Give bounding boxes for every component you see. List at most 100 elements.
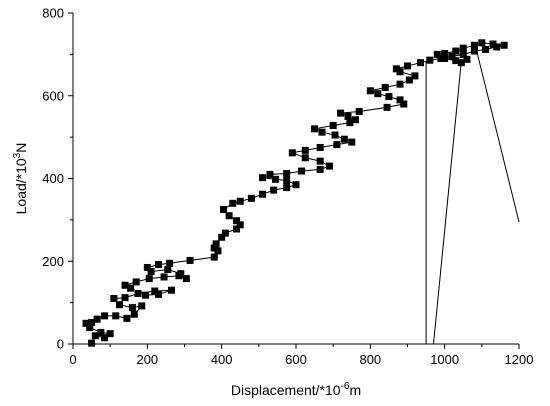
data-point — [437, 55, 445, 63]
data-point — [225, 212, 233, 220]
data-point — [452, 57, 460, 65]
data-point — [154, 261, 162, 269]
data-point — [134, 290, 142, 298]
data-point — [88, 339, 96, 347]
data-point — [186, 256, 194, 264]
data-point — [88, 318, 96, 326]
data-point — [220, 206, 228, 214]
data-point — [233, 225, 241, 233]
data-point — [383, 103, 391, 111]
data-point — [123, 314, 131, 322]
data-point — [470, 41, 478, 49]
data-point — [214, 247, 222, 255]
data-point — [143, 263, 151, 271]
data-point — [164, 266, 172, 274]
data-point — [351, 116, 359, 124]
data-point — [316, 143, 324, 151]
data-point — [115, 301, 123, 309]
data-point — [86, 323, 94, 331]
data-point — [130, 310, 138, 318]
data-point — [166, 259, 174, 267]
data-point — [167, 286, 175, 294]
data-point — [441, 55, 449, 63]
labels-layer: 0 200 400 600 800 1000 1200 0 200 400 600 800 Displa… — [12, 6, 533, 399]
data-point — [433, 50, 441, 58]
axes — [68, 12, 520, 349]
data-point — [91, 332, 99, 340]
data-point — [411, 72, 419, 80]
data-point — [210, 244, 218, 252]
data-point — [259, 190, 267, 198]
data-point — [298, 167, 306, 175]
data-point — [182, 275, 190, 283]
data-point — [138, 302, 146, 310]
x-tick-label: 1200 — [505, 352, 534, 367]
data-point — [233, 217, 241, 225]
x-tick-label: 600 — [285, 352, 307, 367]
data-point — [132, 278, 140, 286]
data-point — [400, 100, 408, 108]
data-point — [482, 45, 490, 53]
data-point — [292, 181, 300, 189]
data-point — [396, 96, 404, 104]
data-point — [283, 177, 291, 185]
data-point — [500, 41, 508, 49]
data-point — [493, 43, 501, 51]
data-point — [355, 107, 363, 115]
data-point — [141, 291, 149, 299]
data-point — [396, 68, 404, 76]
data-point — [405, 76, 413, 84]
data-point — [218, 233, 226, 241]
data-point — [110, 294, 118, 302]
data-point — [272, 175, 280, 183]
data-point — [381, 83, 389, 91]
data-point — [448, 52, 456, 60]
data-point — [489, 40, 497, 48]
data-point — [331, 131, 339, 139]
data-point — [154, 290, 162, 298]
data-point — [112, 312, 120, 320]
y-tick-label: 600 — [42, 88, 64, 103]
data-point — [177, 270, 185, 278]
data-point — [147, 268, 155, 276]
data-point — [337, 109, 345, 117]
data-point — [93, 315, 101, 323]
data-point — [366, 87, 374, 95]
data-point — [374, 90, 382, 98]
data-point — [236, 221, 244, 229]
data-point — [478, 39, 486, 47]
x-tick-label: 200 — [136, 352, 158, 367]
data-point — [160, 273, 168, 281]
data-point — [270, 186, 278, 194]
data-point — [463, 55, 471, 63]
data-point — [346, 119, 354, 127]
data-point — [283, 184, 291, 192]
data-point — [329, 122, 337, 130]
data-point — [212, 240, 220, 248]
data-point — [301, 146, 309, 154]
data-point — [404, 62, 411, 70]
data-point — [385, 93, 393, 101]
x-tick-label: 0 — [69, 352, 76, 367]
data-point — [318, 128, 326, 136]
data-point — [259, 174, 267, 182]
data-point — [470, 47, 478, 55]
data-point — [459, 44, 467, 52]
data-point — [301, 154, 309, 162]
y-tick-label: 400 — [42, 171, 64, 186]
series-line — [475, 49, 520, 223]
data-point — [101, 334, 109, 342]
data-point — [121, 294, 129, 302]
data-point — [348, 138, 356, 146]
data-point — [311, 125, 319, 133]
data-point — [151, 287, 159, 295]
data-point — [283, 170, 291, 178]
data-point — [128, 304, 136, 312]
data-point — [441, 50, 449, 58]
data-point — [266, 170, 274, 178]
data-point — [210, 253, 218, 261]
data-point — [426, 56, 434, 64]
data-point — [106, 330, 114, 338]
x-tick-label: 800 — [359, 352, 381, 367]
